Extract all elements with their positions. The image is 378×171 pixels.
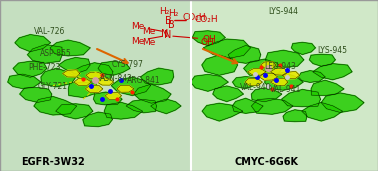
Text: CO₂H: CO₂H [183, 13, 206, 22]
Polygon shape [98, 61, 130, 75]
Polygon shape [251, 88, 282, 102]
Text: LYS-944: LYS-944 [268, 7, 298, 16]
Polygon shape [93, 92, 122, 105]
Polygon shape [232, 98, 263, 113]
Polygon shape [74, 78, 91, 86]
Text: GLY-721: GLY-721 [38, 82, 68, 91]
Text: ASN-842: ASN-842 [100, 74, 133, 83]
Polygon shape [265, 50, 304, 67]
Polygon shape [105, 92, 121, 99]
Polygon shape [68, 82, 99, 97]
Polygon shape [259, 73, 277, 80]
FancyBboxPatch shape [0, 0, 191, 171]
Polygon shape [202, 103, 243, 121]
Polygon shape [97, 78, 113, 85]
Text: Me: Me [142, 38, 155, 47]
Polygon shape [50, 40, 90, 56]
Text: LYS-945: LYS-945 [318, 46, 347, 55]
Text: VAL-940: VAL-940 [240, 83, 271, 92]
Polygon shape [111, 77, 150, 96]
Text: OH: OH [203, 35, 217, 44]
Polygon shape [282, 71, 300, 79]
Polygon shape [86, 72, 103, 79]
Polygon shape [244, 59, 282, 77]
Polygon shape [141, 68, 174, 85]
Polygon shape [83, 112, 112, 127]
Polygon shape [260, 62, 276, 68]
Text: Me: Me [131, 22, 145, 31]
Polygon shape [85, 85, 103, 93]
Text: PHE-723: PHE-723 [28, 63, 61, 72]
Polygon shape [213, 86, 243, 102]
Polygon shape [202, 55, 237, 75]
Polygon shape [28, 44, 62, 63]
Polygon shape [15, 35, 51, 52]
Polygon shape [245, 78, 262, 86]
Text: N: N [161, 29, 168, 39]
Text: CYS-797: CYS-797 [112, 60, 143, 69]
Text: N: N [164, 30, 172, 40]
Polygon shape [34, 96, 77, 115]
Polygon shape [232, 77, 259, 89]
FancyBboxPatch shape [191, 0, 378, 171]
Polygon shape [71, 63, 113, 82]
Polygon shape [191, 74, 228, 91]
Polygon shape [248, 69, 266, 75]
Polygon shape [41, 68, 76, 87]
Text: VAL-941: VAL-941 [270, 85, 302, 94]
Text: OH: OH [200, 38, 214, 48]
Polygon shape [20, 88, 52, 102]
Text: LEU-943: LEU-943 [265, 62, 296, 71]
Polygon shape [311, 80, 344, 95]
Polygon shape [321, 93, 364, 112]
Text: EGFR-3W32: EGFR-3W32 [21, 157, 85, 167]
Text: CO₂H: CO₂H [195, 15, 218, 24]
Text: CMYC-6G6K: CMYC-6G6K [234, 157, 298, 167]
Text: B: B [165, 16, 172, 25]
Polygon shape [302, 102, 342, 121]
Polygon shape [310, 54, 335, 66]
Polygon shape [59, 57, 90, 74]
Polygon shape [126, 100, 156, 113]
Text: H₂: H₂ [168, 9, 178, 18]
Polygon shape [313, 64, 352, 80]
Polygon shape [291, 42, 315, 55]
Text: ARG-841: ARG-841 [127, 76, 160, 85]
Polygon shape [251, 98, 293, 114]
Polygon shape [63, 70, 80, 77]
Polygon shape [265, 72, 303, 90]
Text: Me: Me [142, 27, 155, 36]
Polygon shape [298, 71, 325, 82]
Polygon shape [117, 86, 134, 92]
Text: B: B [168, 20, 175, 30]
Polygon shape [134, 84, 171, 103]
Polygon shape [8, 74, 41, 89]
Polygon shape [270, 78, 288, 86]
Polygon shape [151, 99, 181, 114]
Polygon shape [282, 89, 321, 107]
Polygon shape [270, 68, 289, 75]
Polygon shape [192, 31, 225, 46]
Polygon shape [13, 61, 47, 77]
Text: H₂: H₂ [159, 7, 170, 16]
Polygon shape [203, 39, 251, 59]
Polygon shape [228, 45, 261, 63]
Polygon shape [283, 110, 307, 122]
Polygon shape [56, 104, 93, 119]
Polygon shape [104, 102, 143, 119]
Text: ASP-855: ASP-855 [40, 49, 71, 58]
Text: VAL-726: VAL-726 [34, 27, 65, 36]
Text: Me: Me [131, 37, 145, 45]
